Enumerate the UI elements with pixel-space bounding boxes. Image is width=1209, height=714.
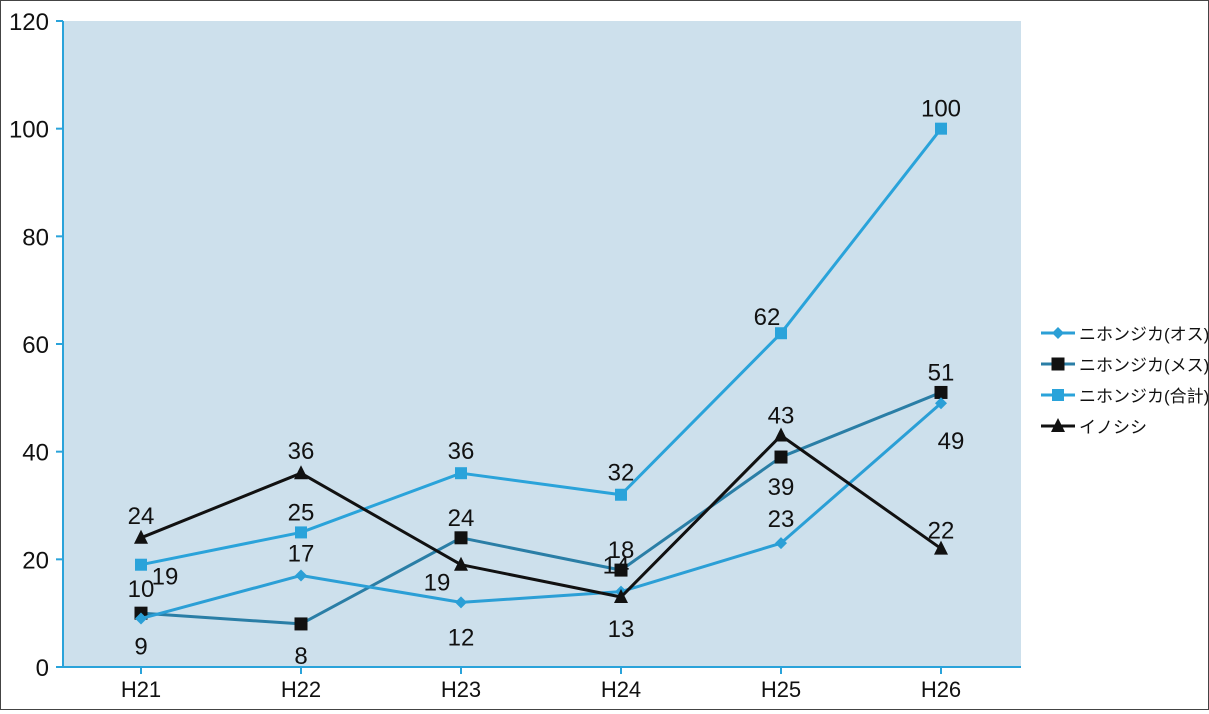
- y-tick-label: 80: [22, 224, 49, 251]
- data-label: 49: [938, 428, 965, 455]
- data-label: 22: [928, 518, 955, 545]
- legend-item-1: ニホンジカ(メス): [1041, 356, 1209, 375]
- y-tick-label: 40: [22, 440, 49, 467]
- data-label: 39: [768, 474, 795, 501]
- data-point: [294, 465, 308, 480]
- x-tick-label: H26: [921, 677, 961, 702]
- series-2: [135, 122, 947, 571]
- data-point: [615, 488, 627, 501]
- data-label: 18: [608, 537, 635, 564]
- data-label: 13: [608, 616, 635, 643]
- x-tick-label: H23: [441, 677, 481, 702]
- data-point: [934, 385, 948, 399]
- data-label: 8: [294, 643, 307, 670]
- data-label: 12: [448, 624, 475, 651]
- legend-item-2: ニホンジカ(合計): [1041, 387, 1209, 406]
- data-point: [935, 122, 947, 135]
- legend: ニホンジカ(オス) ニホンジカ(メス) ニホンジカ(合計) イノシシ: [1041, 325, 1209, 437]
- legend-swatch-marker: [1052, 327, 1064, 339]
- series-line: [140, 127, 943, 567]
- data-point: [774, 427, 788, 442]
- legend-label: ニホンジカ(オス): [1079, 325, 1208, 344]
- legend-label: ニホンジカ(メス): [1079, 356, 1208, 375]
- legend-swatch-marker: [1052, 389, 1064, 401]
- data-point: [775, 537, 787, 550]
- data-point: [135, 612, 147, 625]
- data-point: [295, 569, 307, 582]
- axes: 0 20 40 60 80 100 120 H21 H22 H23 H24 H25 H26: [9, 9, 1021, 702]
- data-point: [455, 596, 467, 609]
- series-line: [140, 402, 942, 620]
- data-label: 36: [288, 438, 315, 465]
- data-point: [455, 467, 467, 480]
- data-point: [135, 558, 147, 571]
- y-tick-label: 20: [22, 547, 49, 574]
- data-label: 10: [128, 576, 155, 603]
- data-point: [935, 397, 947, 410]
- data-label: 24: [448, 505, 475, 532]
- series-1: [134, 385, 948, 631]
- data-point: [295, 526, 307, 539]
- data-label: 17: [288, 540, 315, 567]
- x-tick-label: H21: [121, 677, 161, 702]
- data-label: 43: [768, 403, 795, 430]
- legend-swatch-marker: [1051, 418, 1065, 432]
- series-line: [140, 434, 942, 599]
- legend-item-3: イノシシ: [1041, 418, 1147, 437]
- data-point: [294, 617, 308, 631]
- data-label: 32: [608, 460, 635, 487]
- data-point: [934, 540, 948, 555]
- data-label: 24: [128, 503, 155, 530]
- legend-label: ニホンジカ(合計): [1079, 387, 1208, 406]
- data-point: [614, 589, 628, 604]
- data-point: [454, 531, 468, 545]
- series-3: [134, 427, 948, 604]
- data-label: 23: [768, 506, 795, 533]
- series-line: [140, 391, 942, 626]
- data-label: 14: [603, 553, 630, 580]
- data-point: [774, 450, 788, 464]
- legend-item-0: ニホンジカ(オス): [1041, 325, 1209, 344]
- legend-label: イノシシ: [1079, 418, 1147, 437]
- series-layer: [134, 122, 948, 631]
- data-point: [614, 563, 628, 577]
- data-label: 62: [754, 304, 781, 331]
- data-point: [454, 556, 468, 571]
- data-label: 51: [928, 359, 955, 386]
- data-label: 9: [134, 634, 147, 661]
- y-tick-label: 60: [22, 332, 49, 359]
- y-tick-label: 0: [36, 655, 49, 682]
- x-tick-label: H24: [601, 677, 641, 702]
- x-tick-label: H22: [281, 677, 321, 702]
- data-label: 36: [448, 438, 475, 465]
- data-label: 100: [921, 96, 961, 123]
- data-label: 25: [288, 499, 315, 526]
- data-label: 19: [152, 564, 179, 591]
- legend-swatch-marker: [1051, 357, 1065, 371]
- plot-area: [63, 21, 1021, 667]
- y-tick-label: 100: [9, 117, 49, 144]
- data-label: 19: [424, 570, 451, 597]
- y-tick-label: 120: [9, 9, 49, 36]
- x-tick-label: H25: [761, 677, 801, 702]
- data-point: [775, 327, 787, 340]
- data-labels: 9 17 12 14 23 49 10 8 24 18 39 51 19 25 36 32 62 100 24 36 1…: [128, 96, 965, 670]
- data-point: [134, 529, 148, 544]
